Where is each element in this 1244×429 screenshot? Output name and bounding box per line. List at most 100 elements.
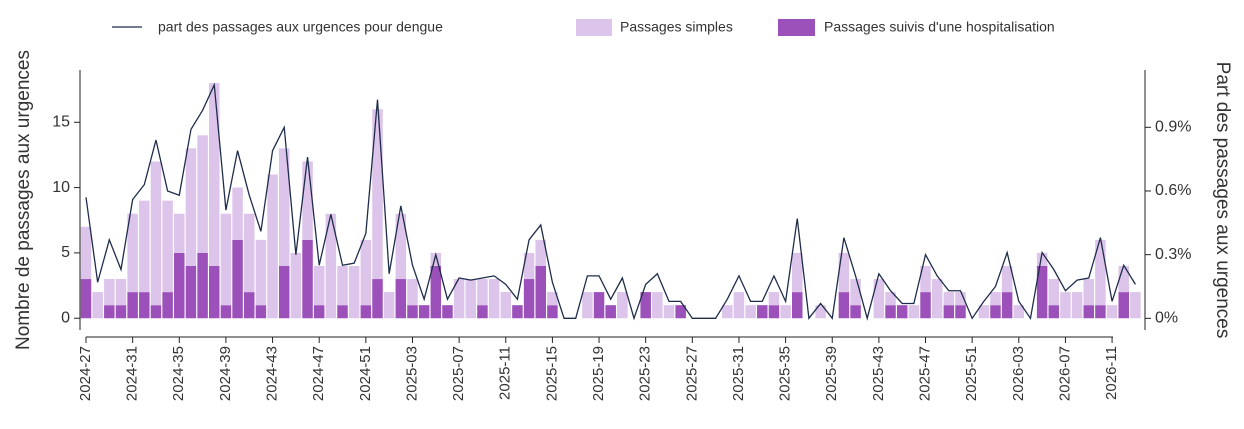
bar <box>92 292 103 319</box>
bar <box>150 161 162 306</box>
bar <box>605 305 616 319</box>
bar <box>290 252 302 319</box>
bar <box>990 292 1001 306</box>
bar <box>500 292 512 319</box>
bar <box>197 135 208 253</box>
legend-label: part des passages aux urgences pour deng… <box>158 19 443 35</box>
x-tick-label: 2024-27 <box>77 346 94 401</box>
legend-swatch <box>778 19 815 36</box>
bar <box>372 109 383 280</box>
y-tick-label: 10 <box>52 179 70 196</box>
bar <box>523 279 535 319</box>
bar <box>838 292 850 319</box>
bar <box>1060 292 1071 319</box>
y2-tick-label: 0.3% <box>1155 246 1191 263</box>
bar <box>162 200 173 293</box>
bar <box>885 305 896 319</box>
bar <box>955 292 966 306</box>
bar <box>815 305 826 319</box>
bar <box>313 305 325 319</box>
bar <box>535 239 546 266</box>
bar <box>232 239 243 319</box>
x-tick-label: 2025-15 <box>543 346 560 401</box>
x-tick-label: 2024-43 <box>264 346 281 401</box>
bar <box>768 305 780 319</box>
bar <box>255 239 267 306</box>
bar <box>465 279 477 319</box>
bar <box>185 265 197 319</box>
bar <box>593 292 605 319</box>
bar <box>453 279 465 319</box>
bar <box>1095 239 1106 306</box>
bar <box>535 265 546 319</box>
y-tick-label: 15 <box>52 113 70 130</box>
bar <box>885 292 896 306</box>
bar <box>733 292 745 319</box>
bar <box>850 305 861 319</box>
x-tick-label: 2025-31 <box>730 346 747 401</box>
bar <box>1036 265 1048 319</box>
bar <box>1095 305 1106 319</box>
x-tick-label: 2024-39 <box>217 346 234 401</box>
bar <box>896 305 908 319</box>
bar <box>547 305 558 319</box>
x-tick-label: 2025-35 <box>777 346 794 401</box>
x-tick-label: 2025-07 <box>450 346 467 401</box>
bar <box>547 292 558 306</box>
bar <box>383 292 395 319</box>
bar <box>1036 252 1048 266</box>
x-tick-label: 2025-23 <box>637 346 654 401</box>
legend-swatch <box>576 19 612 36</box>
bar <box>243 292 255 319</box>
bar <box>337 265 348 306</box>
bar <box>780 305 791 319</box>
bar <box>1048 305 1060 319</box>
bar <box>990 305 1001 319</box>
x-tick-label: 2025-47 <box>916 346 933 401</box>
bar <box>243 213 255 293</box>
bar <box>430 252 442 266</box>
bar <box>115 279 127 306</box>
y2-tick-label: 0.9% <box>1155 119 1191 136</box>
bar <box>1083 305 1095 319</box>
bar <box>943 305 955 319</box>
bar <box>943 292 955 306</box>
legend-label: Passages suivis d'une hospitalisation <box>824 19 1055 35</box>
x-tick-label: 2025-03 <box>403 346 420 401</box>
x-tick-label: 2025-43 <box>870 346 887 401</box>
bar <box>220 305 232 319</box>
x-tick-label: 2026-03 <box>1010 346 1027 401</box>
bar <box>873 279 885 319</box>
bar <box>1048 279 1060 306</box>
bar <box>372 279 383 319</box>
x-tick-label: 2024-31 <box>124 346 141 401</box>
bar <box>582 292 593 319</box>
bar <box>80 226 92 280</box>
bar <box>220 213 232 306</box>
bar <box>185 148 197 266</box>
bar <box>209 83 220 266</box>
bar <box>197 252 208 319</box>
bar <box>1001 265 1013 293</box>
bar <box>232 187 243 240</box>
bar <box>150 305 162 319</box>
bar <box>127 213 138 293</box>
bar <box>302 161 313 240</box>
bar <box>325 213 337 319</box>
x-tick-label: 2025-27 <box>683 346 700 401</box>
x-tick-label: 2024-35 <box>170 346 187 401</box>
bar <box>302 239 313 319</box>
bar <box>757 305 768 319</box>
y-tick-label: 5 <box>61 244 70 261</box>
bar <box>430 265 442 319</box>
bar <box>652 292 663 319</box>
bar <box>407 305 418 319</box>
bar <box>931 279 943 319</box>
x-tick-label: 2025-39 <box>823 346 840 401</box>
bar <box>348 265 360 319</box>
bar <box>1083 279 1095 306</box>
bar <box>722 305 733 319</box>
x-tick-label: 2024-47 <box>310 346 327 401</box>
bar <box>675 305 686 319</box>
